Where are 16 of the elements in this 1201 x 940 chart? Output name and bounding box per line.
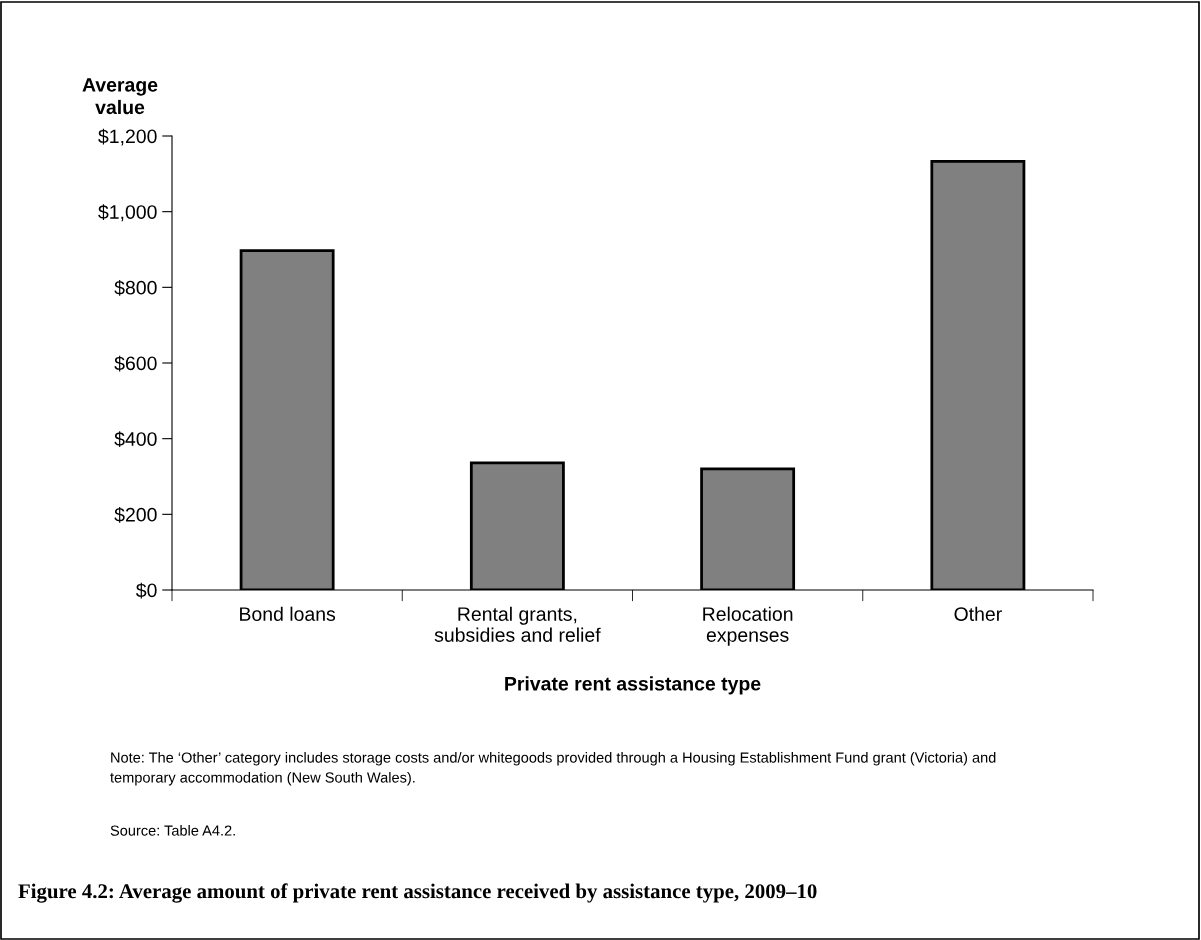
x-axis-title: Private rent assistance type	[505, 676, 761, 695]
y-tick-label: $1,000	[98, 204, 157, 222]
x-tick-label: Bond loans	[240, 606, 336, 621]
x-tick-label: Rental grants, subsidies and relief	[434, 606, 601, 642]
y-tick-label: $200	[114, 506, 157, 523]
y-tick-label: $600	[114, 355, 157, 372]
y-tick-label: $400	[114, 431, 157, 448]
y-tick-label: $800	[114, 279, 157, 296]
x-tick-label: Relocation expenses	[703, 606, 793, 646]
source-note: Source: Table A4.2.	[110, 825, 235, 836]
text: Note: The ‘Other’ category includes storage costs and/or whitegoods provided through a Housing Establishment Fund grant (Victoria) and temporary accommodation (New South Wales).	[110, 752, 996, 786]
y-tick-label: $0	[136, 582, 157, 599]
text: Figure 4.2: Average amount of private rent assistance received by assistance type, 2009–10	[18, 883, 817, 903]
y-tick-label: $1,200	[98, 128, 157, 146]
x-tick-label: Other	[954, 606, 1002, 621]
y-axis-title: Average value	[82, 78, 158, 115]
